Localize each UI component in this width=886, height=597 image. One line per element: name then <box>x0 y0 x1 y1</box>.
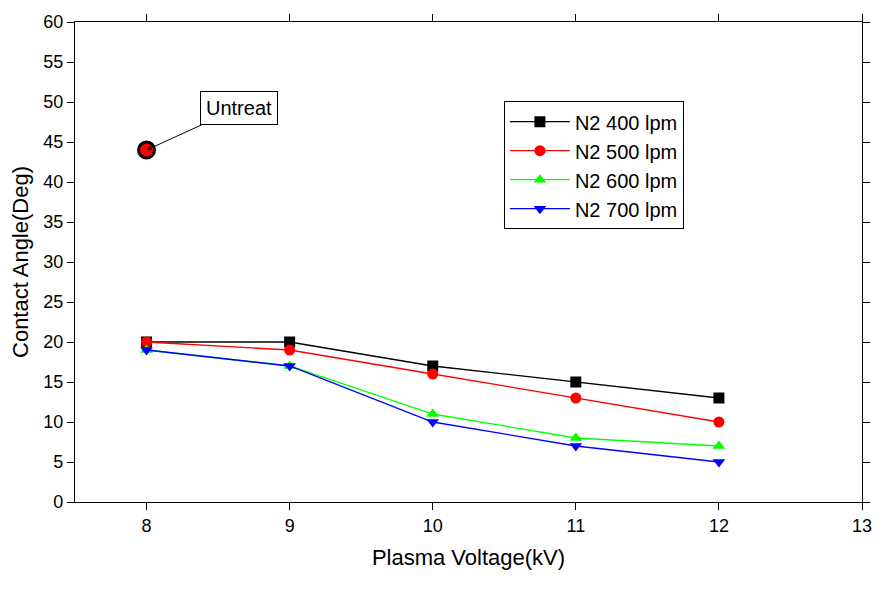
svg-text:9: 9 <box>285 516 295 536</box>
svg-text:20: 20 <box>43 332 63 352</box>
svg-text:60: 60 <box>43 12 63 32</box>
svg-text:40: 40 <box>43 172 63 192</box>
svg-text:N2 600 lpm: N2 600 lpm <box>575 170 677 192</box>
svg-text:11: 11 <box>566 516 585 536</box>
svg-text:N2 700 lpm: N2 700 lpm <box>575 199 677 221</box>
svg-text:N2 400 lpm: N2 400 lpm <box>575 112 677 134</box>
svg-text:10: 10 <box>423 516 443 536</box>
svg-text:10: 10 <box>43 412 63 432</box>
svg-text:N2 500 lpm: N2 500 lpm <box>575 141 677 163</box>
svg-text:35: 35 <box>43 212 63 232</box>
svg-text:15: 15 <box>43 372 63 392</box>
svg-text:Contact Angle(Deg): Contact Angle(Deg) <box>8 166 33 358</box>
svg-text:Untreat: Untreat <box>206 97 272 119</box>
svg-text:0: 0 <box>53 492 63 512</box>
svg-text:50: 50 <box>43 92 63 112</box>
svg-text:Plasma Voltage(kV): Plasma Voltage(kV) <box>372 545 565 570</box>
svg-text:30: 30 <box>43 252 63 272</box>
svg-text:13: 13 <box>852 516 872 536</box>
svg-text:8: 8 <box>142 516 152 536</box>
svg-text:25: 25 <box>43 292 63 312</box>
svg-text:5: 5 <box>53 452 63 472</box>
svg-text:45: 45 <box>43 132 63 152</box>
svg-text:12: 12 <box>709 516 729 536</box>
svg-text:55: 55 <box>43 52 63 72</box>
